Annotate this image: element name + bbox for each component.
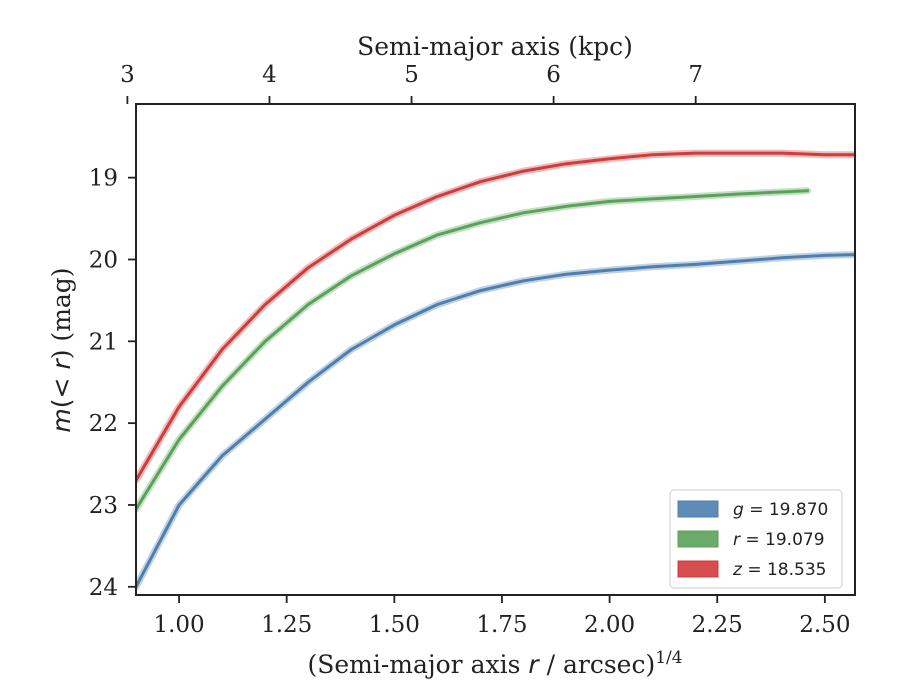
- series-group: [136, 149, 855, 591]
- y-tick-label: 24: [89, 575, 118, 601]
- y-tick-label: 21: [89, 329, 118, 355]
- series-band-r: [136, 187, 812, 513]
- x-tick-label: 1.75: [476, 612, 527, 638]
- series-line-g: [136, 253, 855, 589]
- series-line-z: [136, 151, 855, 482]
- x-title-prefix: (Semi-major axis: [307, 650, 528, 679]
- legend-swatch-g: [677, 500, 719, 518]
- x-title-exponent: 1/4: [655, 648, 682, 668]
- top-tick-label: 6: [546, 62, 561, 88]
- top-axis-title: Semi-major axis (kpc): [357, 32, 633, 61]
- x-tick-label: 2.00: [584, 612, 635, 638]
- legend-swatch-z: [677, 560, 719, 578]
- ticks-layer: 1.00 1.25 1.50 1.75 2.00 2.25 2.50 3 4 5 6 7 19 20 21 2…: [89, 62, 851, 638]
- y-tick-label: 22: [89, 411, 118, 437]
- legend-label-r: r = 19.079: [733, 530, 825, 550]
- x-tick-label: 1.25: [261, 612, 312, 638]
- y-tick-label: 19: [89, 166, 118, 192]
- legend: g = 19.870 r = 19.079 z = 18.535: [669, 489, 843, 589]
- series-line-r: [136, 189, 810, 511]
- legend-swatch-r: [677, 530, 719, 548]
- legend-label-z: z = 18.535: [732, 560, 826, 580]
- plot-layer: [136, 149, 855, 591]
- x-title-middle: / arcsec): [539, 650, 656, 679]
- y-tick-label: 20: [89, 247, 118, 273]
- y-title-rest: ) (mag): [47, 267, 76, 359]
- x-tick-label: 1.00: [153, 612, 204, 638]
- legend-label-g: g = 19.870: [733, 500, 828, 520]
- y-title-r: r: [47, 358, 76, 370]
- top-tick-label: 3: [120, 62, 135, 88]
- top-tick-label: 5: [404, 62, 419, 88]
- top-tick-label: 7: [688, 62, 703, 88]
- y-tick-label: 23: [89, 493, 118, 519]
- y-title-lt: (<: [47, 370, 76, 409]
- x-tick-label: 1.50: [369, 612, 420, 638]
- series-band-z: [136, 149, 855, 484]
- x-tick-label: 2.25: [692, 612, 743, 638]
- plot-frame: [135, 103, 856, 596]
- top-tick-label: 4: [262, 62, 277, 88]
- x-title-var: r: [528, 650, 540, 679]
- x-axis-title: (Semi-major axis r / arcsec)1/4: [307, 648, 682, 679]
- y-axis-title: m(< r) (mag): [47, 267, 76, 432]
- y-title-m: m: [47, 408, 76, 432]
- x-tick-label: 2.50: [799, 612, 850, 638]
